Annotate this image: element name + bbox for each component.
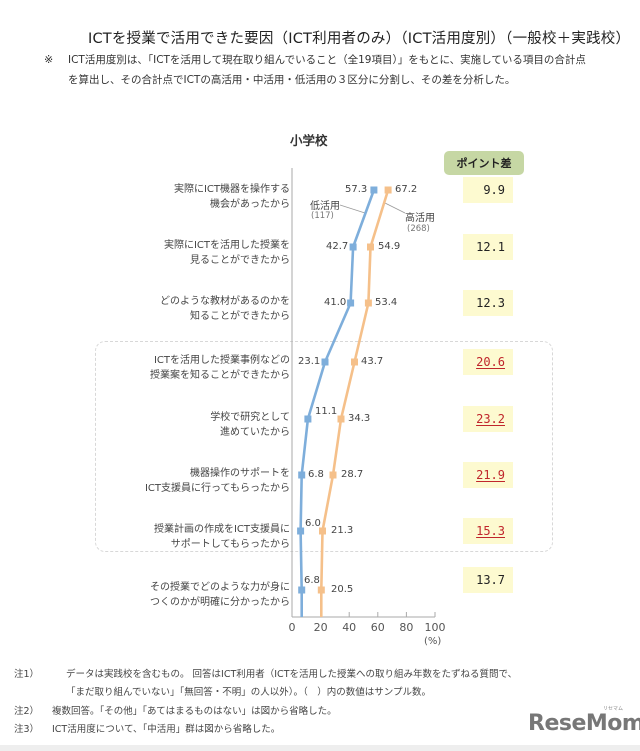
x-tick-80: 80	[399, 621, 414, 634]
value-high-5: 34.3	[348, 413, 371, 424]
x-tick-100: 100	[424, 621, 446, 634]
series-high-markers	[317, 186, 392, 594]
footnote-1-line2: 「まだ取り組んでいない」「無回答・不明」の人以外）。（ ）内の数値はサンプル数。	[66, 687, 431, 698]
x-tick-60: 60	[370, 621, 385, 634]
legend-leader-low	[339, 204, 366, 214]
category-label-6: 機器操作のサポートを ICT支援員に行ってもらったから	[144, 468, 290, 494]
note-mark: ※	[44, 53, 54, 66]
value-high-1: 67.2	[395, 184, 418, 195]
footnote-2-text: 複数回答。「その他」「あてはまるものはない」は図から省略した。	[52, 706, 337, 717]
footnote-1-line1: データは実践校を含むもの。 回答はICT利用者（ICTを活用した授業への取り組み…	[66, 669, 518, 680]
category-label-2: 実際にICTを活用した授業を 見ることができたから	[163, 240, 290, 266]
page-title: ICTを授業で活用できた要因（ICT利用者のみ）（ICT活用度別）（一般校＋実践…	[88, 31, 631, 47]
point-diff-2: 12.1	[463, 234, 513, 260]
value-low-5: 11.1	[315, 406, 338, 417]
point-diff-3: 12.3	[463, 290, 513, 316]
legend-leader-high	[384, 202, 406, 214]
legend-high-n: (268)	[407, 224, 430, 234]
chart-subtitle: 小学校	[290, 133, 328, 148]
resemom-logo-kana: リセマム	[603, 706, 624, 712]
value-low-2: 42.7	[326, 241, 349, 252]
point-diff-header-label: ポイント差	[456, 157, 512, 170]
legend-low-label: 低活用	[310, 201, 340, 212]
value-low-6: 6.8	[308, 469, 324, 480]
legend-high-label: 高活用	[405, 213, 435, 224]
highlight-group-box	[95, 341, 553, 552]
legend-low-n: (117)	[311, 211, 334, 221]
category-label-3: どのような教材があるのかを 知ることができたから	[160, 296, 290, 322]
x-axis-ticks	[320, 612, 436, 617]
footnote-3-label: 注3）	[14, 724, 40, 735]
value-low-8: 6.8	[304, 575, 320, 586]
value-low-4: 23.1	[298, 356, 321, 367]
point-diff-8: 13.7	[463, 567, 513, 593]
point-diff-header: ポイント差	[444, 151, 524, 175]
value-high-7: 21.3	[331, 525, 354, 536]
point-diff-7: 15.3	[463, 518, 513, 544]
point-diff-6: 21.9	[463, 462, 513, 488]
x-tick-0: 0	[288, 621, 296, 634]
point-diff-4: 20.6	[463, 349, 513, 375]
value-high-2: 54.9	[378, 241, 401, 252]
value-low-7: 6.0	[305, 518, 321, 529]
category-label-8: その授業でどのような力が身に つくのかが明確に分かったから	[150, 582, 290, 608]
point-diff-1: 9.9	[463, 177, 513, 203]
value-high-4: 43.7	[361, 356, 384, 367]
resemom-logo: ReseMom	[528, 711, 640, 736]
footnote-2-label: 注2）	[14, 706, 40, 717]
series-low-markers	[297, 186, 378, 594]
category-label-5: 学校で研究として 進めていたから	[210, 412, 290, 438]
value-high-6: 28.7	[341, 469, 364, 480]
value-low-1: 57.3	[345, 184, 368, 195]
note-line-1: ICT活用度別は、「ICTを活用して現在取り組んでいること（全19項目）」をもと…	[68, 54, 586, 66]
footnote-3-text: ICT活用度について、「中活用」群は図から省略した。	[52, 724, 281, 735]
x-axis-unit: (%)	[424, 636, 442, 647]
series-low-line	[299, 189, 376, 617]
category-label-4: ICTを活用した授業事例などの 授業案を知ることができたから	[150, 355, 290, 381]
value-high-3: 53.4	[375, 297, 398, 308]
value-low-3: 41.0	[324, 297, 347, 308]
footnote-1-label: 注1）	[14, 669, 40, 680]
note-line-2: を算出し、その合計点でICTの高活用・中活用・低活用の３区分に分割し、その差を分…	[68, 74, 516, 86]
bottom-rule	[0, 745, 640, 751]
x-tick-40: 40	[342, 621, 357, 634]
series-high-line	[319, 189, 390, 617]
point-diff-5: 23.2	[463, 406, 513, 432]
x-tick-20: 20	[313, 621, 328, 634]
category-label-7: 授業計画の作成をICT支援員に サポートしてもらったから	[153, 524, 290, 550]
category-label-1: 実際にICT機器を操作する 機会があったから	[173, 184, 290, 210]
value-high-8: 20.5	[331, 584, 354, 595]
